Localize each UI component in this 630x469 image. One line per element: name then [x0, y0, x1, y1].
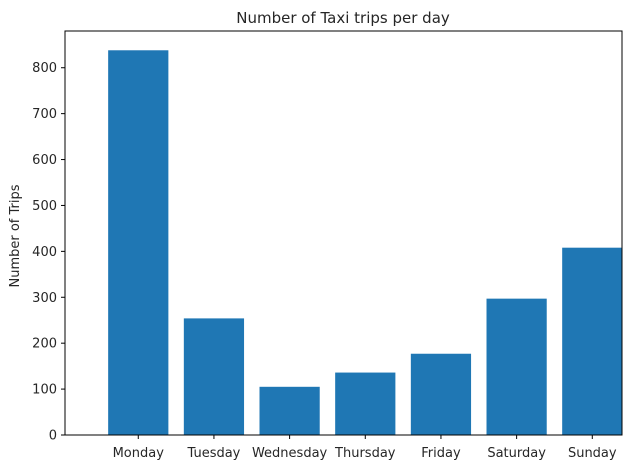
bar-thursday	[335, 372, 396, 435]
x-axis-ticks: Monday Tuesday Wednesday Thursday Friday Satu…	[113, 435, 617, 461]
y-tick-label: 400	[32, 245, 57, 260]
y-tick-label: 200	[32, 337, 57, 352]
x-tick-label: Friday	[421, 446, 461, 461]
x-tick-label: Saturday	[487, 446, 546, 461]
x-tick-label: Monday	[113, 446, 165, 461]
y-axis-title: Number of Trips	[8, 184, 23, 287]
x-tick-label: Tuesday	[186, 446, 240, 461]
plot-frame	[64, 30, 623, 436]
chart-title: Number of Taxi trips per day	[236, 9, 450, 27]
bar-monday	[108, 50, 169, 435]
y-tick-label: 700	[32, 107, 57, 122]
y-tick-label: 0	[49, 429, 57, 444]
bars	[108, 50, 623, 435]
y-tick-label: 500	[32, 199, 57, 214]
x-tick-label: Sunday	[568, 446, 617, 461]
x-tick-label: Wednesday	[252, 446, 328, 461]
y-tick-label: 300	[32, 291, 57, 306]
y-axis-ticks: 0 100 200 300 400 500 600 700 800	[32, 61, 65, 444]
y-tick-label: 800	[32, 61, 57, 76]
bar-saturday	[486, 298, 547, 435]
bar-friday	[410, 353, 472, 435]
y-tick-label: 600	[32, 153, 57, 168]
x-tick-label: Thursday	[334, 446, 396, 461]
y-tick-label: 100	[32, 383, 57, 398]
bar-wednesday	[259, 386, 320, 435]
bar-sunday	[562, 247, 623, 435]
bar-tuesday	[183, 318, 245, 435]
